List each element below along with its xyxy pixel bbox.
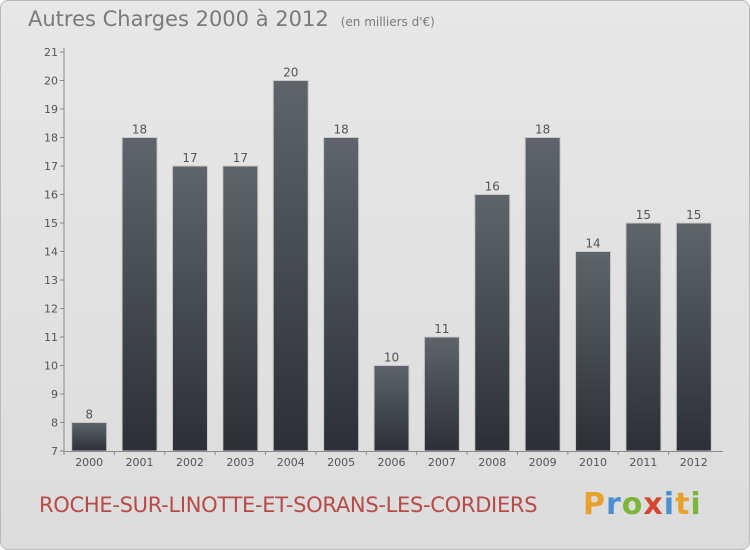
title-text: Autres Charges 2000 à 2012: [28, 7, 329, 31]
bar-value-label: 17: [182, 151, 197, 165]
logo-letter: o: [621, 487, 644, 522]
bar-value-label: 11: [434, 322, 449, 336]
x-tick-label: 2011: [629, 456, 657, 469]
proxiti-logo: Proxiti: [583, 487, 702, 522]
logo-letter: t: [675, 487, 691, 522]
y-tick-label: 20: [44, 75, 58, 88]
y-tick-label: 13: [44, 274, 58, 287]
logo-letter: P: [583, 487, 606, 522]
y-tick-label: 16: [44, 189, 58, 202]
bar-2001: [121, 137, 158, 452]
bar-2002: [171, 165, 208, 452]
x-tick-label: 2007: [428, 456, 456, 469]
bar-value-label: 20: [283, 66, 298, 80]
x-tick-label: 2008: [478, 456, 506, 469]
bar-2000: [71, 422, 108, 452]
bar-value-label: 15: [686, 208, 701, 222]
y-tick-label: 19: [44, 103, 58, 116]
y-tick-label: 14: [44, 246, 58, 259]
x-tick-label: 2001: [126, 456, 154, 469]
bar-value-label: 14: [585, 237, 600, 251]
bar-value-label: 17: [233, 151, 248, 165]
bar-value-label: 18: [535, 123, 550, 137]
bars-group: 8 18 17 17 20 18 10 11 16 18 14 15 15: [71, 66, 712, 452]
x-tick-label: 2005: [327, 456, 355, 469]
x-axis: 2000 2001 2002 2003 2004 2005 2006 2007 2008 2009…: [63, 451, 723, 469]
bar-value-label: 15: [636, 208, 651, 222]
logo-letter: r: [606, 487, 622, 522]
bar-2003: [222, 165, 259, 452]
y-tick-label: 18: [44, 132, 58, 145]
logo-letter: i: [663, 487, 676, 522]
x-tick-label: 2006: [378, 456, 406, 469]
logo-letter: x: [643, 487, 664, 522]
logo-letter: i: [690, 487, 702, 522]
chart-title: Autres Charges 2000 à 2012 (en milliers d…: [28, 7, 435, 31]
y-tick-label: 12: [44, 303, 58, 316]
bar-2006: [373, 365, 410, 452]
bar-2011: [625, 222, 662, 452]
bar-2004: [272, 80, 309, 452]
y-tick-label: 9: [51, 388, 58, 401]
x-tick-label: 2003: [226, 456, 254, 469]
unit-text: (en milliers d'€): [340, 15, 435, 29]
bar-2012: [675, 222, 712, 452]
y-axis: 7 8 9 10 11 12 13 14 15 16 17 18 19 20 21: [44, 46, 65, 458]
bar-2007: [423, 336, 460, 452]
y-tick-label: 21: [44, 46, 58, 59]
bar-value-label: 10: [384, 351, 399, 365]
x-tick-label: 2009: [529, 456, 557, 469]
bar-2010: [575, 251, 612, 452]
y-tick-label: 10: [44, 360, 58, 373]
bar-value-label: 18: [333, 123, 348, 137]
y-tick-label: 17: [44, 160, 58, 173]
x-tick-label: 2000: [75, 456, 103, 469]
bar-value-label: 18: [132, 123, 147, 137]
bar-2008: [474, 194, 511, 452]
bar-value-label: 8: [85, 408, 93, 422]
x-tick-label: 2012: [680, 456, 708, 469]
x-tick-label: 2004: [277, 456, 305, 469]
y-tick-label: 8: [51, 417, 58, 430]
y-tick-label: 15: [44, 217, 58, 230]
bar-2005: [323, 137, 360, 452]
bar-2009: [524, 137, 561, 452]
y-tick-label: 7: [51, 445, 58, 458]
x-tick-label: 2010: [579, 456, 607, 469]
x-tick-label: 2002: [176, 456, 204, 469]
y-tick-label: 11: [44, 331, 58, 344]
bar-value-label: 16: [485, 180, 500, 194]
commune-name: ROCHE-SUR-LINOTTE-ET-SORANS-LES-CORDIERS: [39, 493, 538, 517]
